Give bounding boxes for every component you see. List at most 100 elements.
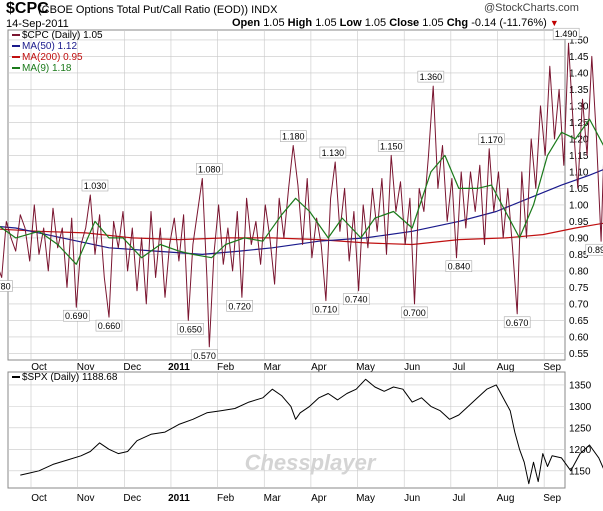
annotation-box xyxy=(445,260,473,272)
y-tick-label: 0.55 xyxy=(569,349,589,360)
stockcharts-logo[interactable]: @StockCharts.com xyxy=(484,2,579,14)
annotation-box xyxy=(377,140,405,152)
y-tick-label: 0.75 xyxy=(569,283,589,294)
y-tick-label: 1.40 xyxy=(569,68,589,79)
y-tick-label: 1150 xyxy=(569,466,591,477)
low-value: 1.05 xyxy=(364,17,387,29)
x-tick-label: Sep xyxy=(543,362,561,373)
close-value: 1.05 xyxy=(422,17,444,29)
x-tick-label: Jul xyxy=(452,493,465,504)
y-tick-label: 1.00 xyxy=(569,200,589,211)
legend-entry: MA(50) 1.12 xyxy=(22,41,77,52)
annotation-box xyxy=(226,300,253,312)
y-tick-label: 0.70 xyxy=(569,299,589,310)
annotation-box xyxy=(319,146,347,159)
annotation-box xyxy=(191,349,218,362)
chart-description: (CBOE Options Total Put/Call Ratio (EOD)… xyxy=(38,4,277,16)
x-tick-label: Mar xyxy=(264,362,282,373)
annotation-label: 1.080 xyxy=(198,165,221,175)
legend-entry: $CPC (Daily) 1.05 xyxy=(22,30,103,41)
low-label: Low xyxy=(339,17,362,29)
chg-value: -0.14 (-11.76%) xyxy=(471,17,547,29)
y-tick-label: 0.85 xyxy=(569,250,589,261)
annotation-box xyxy=(95,319,123,332)
annotation-label: 0.720 xyxy=(228,301,251,311)
annotation-label: 1.360 xyxy=(420,72,443,82)
x-tick-label: Nov xyxy=(77,362,95,373)
series-line-ma9 xyxy=(0,118,603,265)
annotation-label: 0.740 xyxy=(345,295,368,305)
annotation-box xyxy=(503,316,531,329)
y-tick-label: 1200 xyxy=(569,445,592,456)
annotation-box xyxy=(401,306,428,319)
annotation-box xyxy=(585,243,603,256)
annotation-label: 1.180 xyxy=(282,132,305,142)
x-tick-label: Jun xyxy=(404,362,420,373)
annotation-label: 0.650 xyxy=(179,324,202,334)
description-text: (CBOE Options Total Put/Call Ratio (EOD)… xyxy=(38,4,249,16)
open-value: 1.05 xyxy=(263,17,285,29)
annotation-box xyxy=(177,323,204,335)
y-tick-label: 1.20 xyxy=(569,134,589,145)
annotation-box xyxy=(196,163,223,175)
exchange-text: INDX xyxy=(251,4,278,16)
y-tick-label: 0.90 xyxy=(569,233,589,244)
x-tick-label: Oct xyxy=(31,493,47,504)
y-tick-label: 1.25 xyxy=(569,118,589,129)
annotation-label: 0.660 xyxy=(98,321,121,331)
x-tick-label: 2011 xyxy=(168,362,190,373)
annotation-label: 0.890 xyxy=(588,245,603,255)
annotation-label: 0.700 xyxy=(403,308,426,318)
series-line-ma50 xyxy=(0,169,603,255)
y-tick-label: 1.45 xyxy=(569,52,589,63)
y-tick-label: 0.60 xyxy=(569,332,589,343)
x-tick-label: 2011 xyxy=(168,493,190,504)
x-tick-label: Dec xyxy=(123,493,141,504)
annotation-label: 0.670 xyxy=(506,318,529,328)
series-line-cpc xyxy=(0,42,603,348)
annotation-box xyxy=(63,309,90,322)
y-tick-label: 1.15 xyxy=(569,151,589,162)
x-tick-label: Sep xyxy=(543,493,561,504)
y-tick-label: 0.80 xyxy=(569,266,589,277)
high-label: High xyxy=(287,17,313,29)
x-tick-label: Feb xyxy=(217,362,235,373)
x-tick-label: Apr xyxy=(311,362,327,373)
spx-panel-frame xyxy=(7,371,566,489)
annotation-box xyxy=(0,280,13,292)
series-line-spx xyxy=(20,378,603,485)
annotation-label: 0.840 xyxy=(448,262,471,272)
annotation-box xyxy=(417,70,445,83)
annotation-label: 0.780 xyxy=(0,282,11,292)
down-arrow-icon: ▼ xyxy=(549,18,559,28)
annotation-label: 1.030 xyxy=(84,181,107,191)
watermark-text: Chessplayer xyxy=(245,450,377,475)
ohlc-readout: Open 1.05 High 1.05 Low 1.05 Close 1.05 … xyxy=(232,17,559,29)
open-label: Open xyxy=(232,17,261,29)
annotation-label: 1.490 xyxy=(555,29,578,39)
y-tick-label: 0.95 xyxy=(569,217,589,228)
annotation-label: 1.170 xyxy=(480,135,503,145)
annotation-box xyxy=(478,133,505,146)
x-tick-label: Aug xyxy=(497,362,515,373)
x-tick-label: Apr xyxy=(311,493,327,504)
annotation-box xyxy=(342,293,370,305)
x-tick-label: Feb xyxy=(217,493,235,504)
y-tick-label: 1.50 xyxy=(569,35,589,46)
x-tick-label: Jul xyxy=(452,362,465,373)
annotation-box xyxy=(312,303,340,315)
x-tick-label: Jun xyxy=(404,493,420,504)
annotation-label: 0.710 xyxy=(315,305,338,315)
x-tick-label: May xyxy=(356,362,375,373)
legend-entry: $SPX (Daily) 1188.68 xyxy=(22,372,118,383)
legend-entry: MA(200) 0.95 xyxy=(22,52,83,63)
chg-label: Chg xyxy=(446,17,469,29)
annotation-label: 1.130 xyxy=(322,148,345,158)
x-tick-label: Dec xyxy=(123,362,141,373)
close-label: Close xyxy=(389,17,420,29)
annotation-box xyxy=(81,179,109,192)
annotation-label: 0.570 xyxy=(193,351,216,361)
y-tick-label: 1350 xyxy=(569,380,592,391)
chart-date: 14-Sep-2011 xyxy=(6,18,69,30)
x-tick-label: Mar xyxy=(264,493,282,504)
